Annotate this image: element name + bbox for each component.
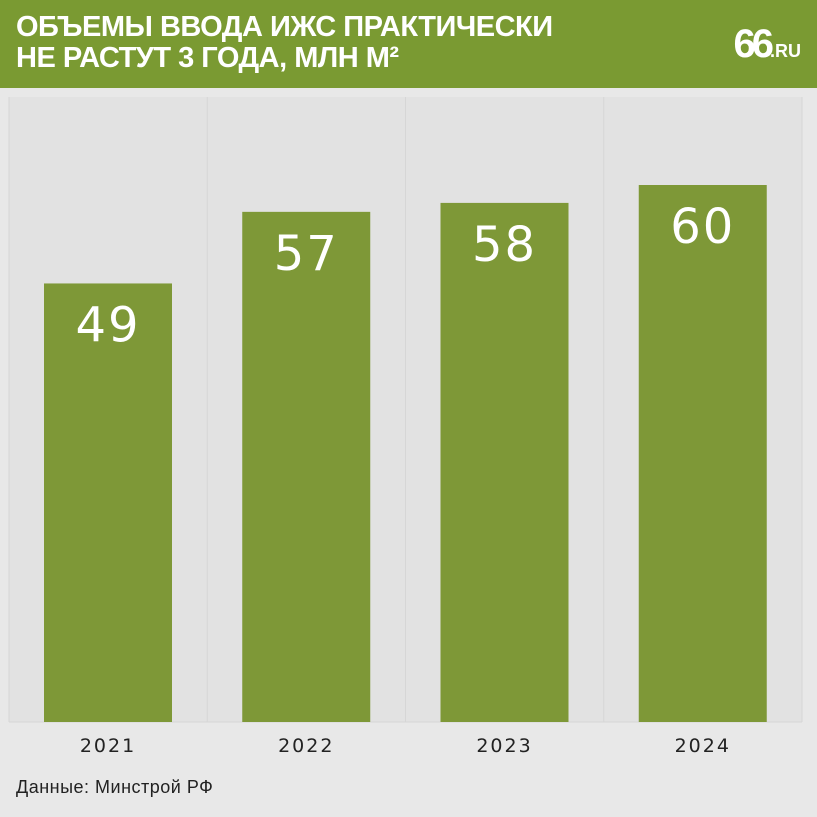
x-tick-label-2024: 2024 <box>675 735 731 757</box>
chart-title: ОБЪЕМЫ ВВОДА ИЖС ПРАКТИЧЕСКИ НЕ РАСТУТ 3… <box>16 11 553 74</box>
x-tick-label-2023: 2023 <box>476 735 532 757</box>
header-banner: ОБЪЕМЫ ВВОДА ИЖС ПРАКТИЧЕСКИ НЕ РАСТУТ 3… <box>0 0 817 88</box>
data-label-2023: 58 <box>472 217 537 273</box>
bar-2023 <box>440 202 569 722</box>
x-tick-label-2021: 2021 <box>80 735 136 757</box>
data-source: Данные: Минстрой РФ <box>16 777 214 797</box>
data-label-2022: 57 <box>274 226 339 282</box>
site-logo[interactable]: 66.RU <box>734 22 802 67</box>
bar-2021 <box>44 283 172 722</box>
data-label-2024: 60 <box>670 199 735 255</box>
data-label-2021: 49 <box>75 297 140 353</box>
logo-number: 66 <box>733 22 774 66</box>
bar-2022 <box>242 211 371 722</box>
x-tick-label-2022: 2022 <box>278 735 334 757</box>
logo-domain: .RU <box>770 41 801 61</box>
bar-2024 <box>638 185 767 722</box>
